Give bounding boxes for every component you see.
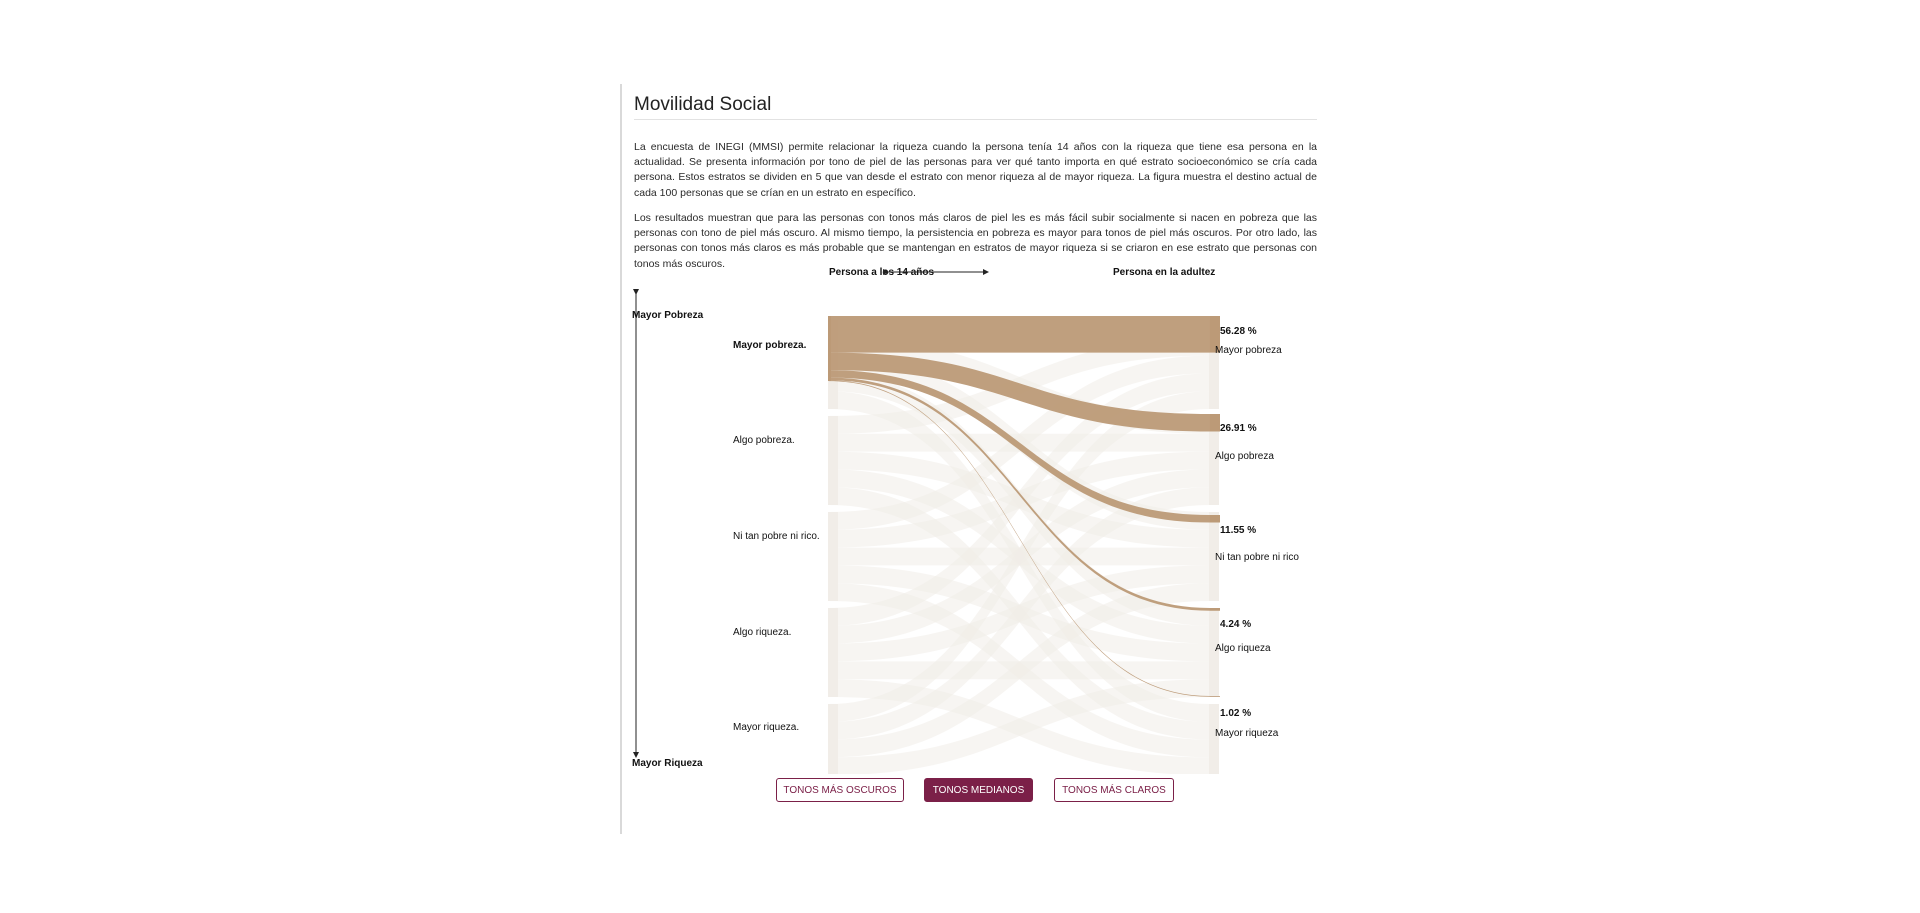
percentage-label: 11.55 % xyxy=(1220,525,1256,536)
percentage-labels: 56.28 % 26.91 % 11.55 % 4.24 % 1.02 % xyxy=(1220,326,1257,719)
destination-label: Mayor riqueza xyxy=(1215,728,1279,739)
origin-label: Ni tan pobre ni rico. xyxy=(733,531,820,542)
faded-flow xyxy=(829,583,1210,758)
destination-labels: Mayor pobreza Algo pobreza Ni tan pobre ni… xyxy=(1215,345,1299,739)
flow-5 xyxy=(829,380,1210,697)
destination-node xyxy=(1209,320,1219,409)
destination-node xyxy=(1209,608,1219,697)
percentage-label: 4.24 % xyxy=(1220,619,1251,630)
destination-label: Algo riqueza xyxy=(1215,643,1271,654)
lighter-tones-button[interactable]: TONOS MÁS CLAROS xyxy=(1054,778,1174,802)
destination-bar-3 xyxy=(1210,515,1220,523)
destination-label: Algo pobreza xyxy=(1215,451,1274,462)
origin-node xyxy=(828,416,838,505)
origin-labels: Mayor pobreza. Algo pobreza. Ni tan pobre … xyxy=(733,340,820,733)
origin-node xyxy=(828,704,838,774)
destination-bar-2 xyxy=(1210,414,1220,432)
flow-2 xyxy=(829,352,1210,432)
origin-label: Mayor pobreza. xyxy=(733,340,807,351)
origin-label: Algo riqueza. xyxy=(733,627,791,638)
destination-node xyxy=(1209,512,1219,601)
axis-top-label: Mayor Pobreza xyxy=(632,310,704,321)
percentage-label: 26.91 % xyxy=(1220,423,1257,434)
results-paragraph: Los resultados muestran que para las per… xyxy=(634,212,1317,270)
highlighted-flows xyxy=(829,316,1210,697)
destination-node xyxy=(1209,416,1219,505)
selected-origin-node xyxy=(828,316,831,381)
flow-3 xyxy=(829,370,1210,523)
origin-label: Mayor riqueza. xyxy=(733,722,799,733)
percentage-label: 1.02 % xyxy=(1220,708,1251,719)
destination-node xyxy=(1209,704,1219,774)
highlighted-nodes xyxy=(828,316,1220,697)
destination-bar-1 xyxy=(1210,316,1220,353)
faded-flow xyxy=(829,487,1210,740)
darker-tones-button[interactable]: TONOS MÁS OSCUROS xyxy=(776,778,904,802)
faded-flow xyxy=(829,373,1210,626)
medium-tones-button[interactable]: TONOS MEDIANOS xyxy=(924,778,1033,802)
intro-paragraph: La encuesta de INEGI (MMSI) permite rela… xyxy=(634,141,1317,199)
percentage-label: 56.28 % xyxy=(1220,326,1257,337)
flow-1 xyxy=(829,316,1210,353)
destination-header: Persona en la adultez xyxy=(1113,267,1216,278)
article-container: Movilidad Social La encuesta de INEGI (M… xyxy=(620,84,1317,834)
faded-flow xyxy=(829,679,1210,774)
origin-node xyxy=(828,512,838,601)
flow-4 xyxy=(829,377,1210,611)
destination-bar-5 xyxy=(1210,696,1220,697)
axis-bottom-label: Mayor Riqueza xyxy=(632,758,703,769)
faded-flow xyxy=(829,391,1210,722)
destination-label: Mayor pobreza xyxy=(1215,345,1282,356)
origin-label: Algo pobreza. xyxy=(733,435,795,446)
destination-label: Ni tan pobre ni rico xyxy=(1215,552,1299,563)
origin-header: Persona a los 14 años xyxy=(829,267,935,278)
sankey-chart: Mayor Pobreza Mayor Riqueza Mayor pobrez… xyxy=(632,269,1299,774)
title-divider xyxy=(634,119,1317,120)
page-title: Movilidad Social xyxy=(634,94,772,115)
origin-node xyxy=(828,608,838,697)
destination-bar-4 xyxy=(1210,608,1220,611)
